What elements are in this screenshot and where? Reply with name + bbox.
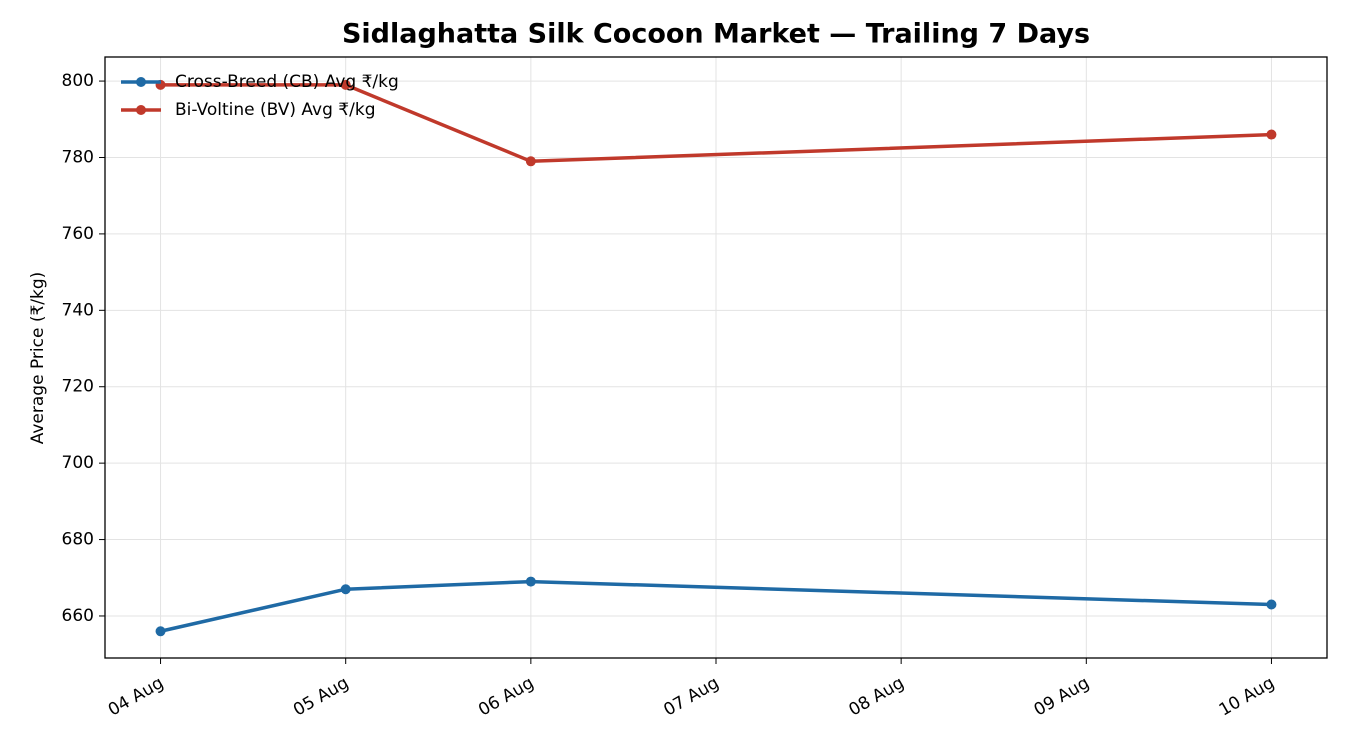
x-tick-label: 05 Aug: [290, 673, 352, 720]
grid: [105, 57, 1327, 658]
series-line: [160, 579, 1272, 633]
y-tick-label: 780: [62, 147, 94, 167]
series-line: [160, 83, 1272, 164]
y-axis-label: Average Price (₹/kg): [28, 272, 48, 445]
x-tick-label: 08 Aug: [845, 673, 907, 720]
chart-title: Sidlaghatta Silk Cocoon Market — Trailin…: [342, 19, 1090, 50]
legend-marker: [136, 77, 146, 87]
legend-marker: [136, 105, 146, 115]
y-tick-label: 720: [62, 377, 94, 397]
x-tick-label: 04 Aug: [105, 673, 167, 720]
legend-label: Bi-Voltine (BV) Avg ₹/kg: [175, 100, 376, 120]
x-tick-label: 06 Aug: [475, 673, 537, 720]
y-tick-label: 760: [62, 224, 94, 244]
data-point: [340, 79, 351, 90]
data-point: [1266, 129, 1277, 140]
x-tick-label: 07 Aug: [660, 673, 722, 720]
legend-label: Cross-Breed (CB) Avg ₹/kg: [175, 72, 399, 92]
data-point: [1266, 599, 1277, 610]
data-point: [155, 626, 166, 637]
data-point: [340, 584, 351, 595]
plot: [155, 79, 1277, 637]
y-tick-label: 700: [62, 453, 94, 473]
data-point: [525, 576, 536, 587]
x-tick-label: 10 Aug: [1216, 673, 1278, 720]
y-tick-label: 800: [62, 71, 94, 91]
legend: Cross-Breed (CB) Avg ₹/kg Bi-Voltine (BV)…: [121, 72, 399, 120]
y-tick-label: 740: [62, 300, 94, 320]
x-tick-label: 09 Aug: [1031, 673, 1093, 720]
y-tick-label: 660: [62, 606, 94, 626]
data-point: [525, 156, 536, 167]
y-tick-label: 680: [62, 530, 94, 550]
